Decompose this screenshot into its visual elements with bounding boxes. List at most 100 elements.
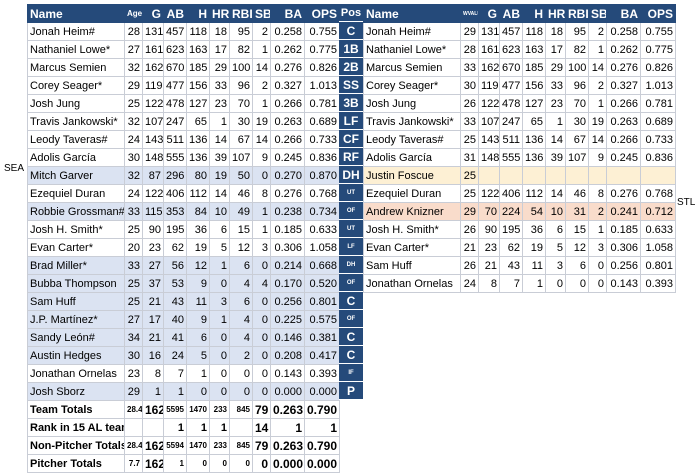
pos-cell: IF [339, 364, 363, 382]
cell-hr: 10 [209, 202, 230, 221]
cell-rbi: 30 [565, 112, 589, 131]
cell-sb: 19 [252, 112, 271, 131]
cell-g: 1 [142, 382, 164, 401]
cell-ba: 0.262 [606, 40, 641, 59]
cell-ba: 0.208 [270, 346, 305, 365]
cell-h: 185 [522, 58, 546, 77]
cell-sb: 0 [252, 328, 271, 347]
cell-age: 33 [124, 202, 143, 221]
cell-name: Josh Jung [363, 94, 461, 113]
cell-g: 27 [142, 256, 164, 275]
cell-h: 80 [186, 166, 210, 185]
cell-h: 136 [522, 130, 546, 149]
cell-age: 26 [460, 256, 479, 275]
cell-g: 162 [142, 436, 164, 455]
cell-ops: 0.733 [640, 130, 676, 149]
sea-label: SEA [4, 163, 25, 174]
totals-row: Team Totals 28.4 162 5595 1470 233 845 79 0.263 0… [27, 400, 340, 419]
cell-ops: 0.801 [640, 256, 676, 275]
cell-rbi: 82 [565, 40, 589, 59]
cell-age: 25 [460, 184, 479, 203]
cell-ba: 0.266 [606, 130, 641, 149]
cell-age: 7.7 [124, 454, 143, 473]
cell-sb: 9 [588, 148, 607, 167]
cell-sb: 3 [588, 238, 607, 257]
cell-ops: 0.775 [304, 40, 340, 59]
cell-hr [545, 166, 566, 185]
cell-rbi: 67 [229, 130, 253, 149]
cell-age: 21 [460, 238, 479, 257]
cell-age: 26 [460, 220, 479, 239]
col-h-header: H [186, 4, 210, 23]
cell-ops: 0.633 [640, 220, 676, 239]
cell-ab: 56 [163, 256, 187, 275]
cell-hr: 1 [209, 310, 230, 329]
cell-g: 161 [478, 40, 500, 59]
col-hr-header: HR [209, 4, 230, 23]
table-row: Andrew Knizner 29 70 224 54 10 31 2 0.241 0.712 [363, 202, 676, 221]
cell-ba: 0.170 [270, 274, 305, 293]
cell-name: Marcus Semien [27, 58, 125, 77]
cell-ops: 0.826 [304, 58, 340, 77]
cell-rbi [229, 418, 253, 437]
cell-g: 122 [142, 94, 164, 113]
cell-ba: 0.000 [270, 454, 305, 473]
cell-name: Pitcher Totals [27, 454, 125, 473]
position-column: Pos C 1B 2B SS 3B LF CF RF DH UT OF UT LF DH OF C OF C C IF P [339, 4, 363, 400]
table-row: Evan Carter* 20 23 62 19 5 12 3 0.306 1.058 [27, 238, 340, 257]
cell-ab: 670 [163, 58, 187, 77]
cell-hr: 0 [209, 328, 230, 347]
cell-ops: 0.755 [640, 22, 676, 41]
cell-ops: 0.826 [640, 58, 676, 77]
cell-name: Nathaniel Lowe* [363, 40, 461, 59]
cell-age: 28 [460, 40, 479, 59]
cell-ops: 0.000 [304, 454, 340, 473]
cell-hr: 233 [209, 400, 230, 419]
cell-hr: 6 [545, 220, 566, 239]
cell-rbi: 12 [229, 238, 253, 257]
stl-label: STL [677, 197, 696, 208]
col-sb-header: SB [252, 4, 271, 23]
cell-hr: 0 [209, 274, 230, 293]
cell-ba: 0.263 [270, 436, 305, 455]
pos-cell: OF [339, 274, 363, 292]
cell-h: 19 [522, 238, 546, 257]
cell-ba: 0.306 [270, 238, 305, 257]
cell-sb: 0 [252, 364, 271, 383]
cell-hr: 29 [209, 58, 230, 77]
table-row: J.P. Martínez* 27 17 40 9 1 4 0 0.225 0.575 [27, 310, 340, 329]
pos-cell: OF [339, 202, 363, 220]
cell-hr: 3 [209, 292, 230, 311]
cell-sb: 8 [252, 184, 271, 203]
col-g-header: G [478, 4, 500, 23]
cell-ba: 0.263 [606, 112, 641, 131]
cell-name: Robbie Grossman# [27, 202, 125, 221]
cell-hr: 10 [545, 202, 566, 221]
cell-rbi: 46 [565, 184, 589, 203]
pos-cell: C [339, 22, 363, 40]
cell-ab: 247 [499, 112, 523, 131]
cell-ab [499, 166, 523, 185]
cell-sb: 0 [252, 256, 271, 275]
cell-g [478, 166, 500, 185]
cell-age: 25 [124, 274, 143, 293]
cell-h: 112 [186, 184, 210, 203]
cell-name: Sam Huff [27, 292, 125, 311]
pos-cell: DH [339, 166, 363, 184]
cell-hr: 0 [209, 454, 230, 473]
table-row: Travis Jankowski* 33 107 247 65 1 30 19 0.263 0.6… [363, 112, 676, 131]
cell-ops: 0.393 [304, 364, 340, 383]
cell-ops: 0.633 [304, 220, 340, 239]
cell-ops: 1.013 [640, 76, 676, 95]
cell-name: Corey Seager* [27, 76, 125, 95]
cell-sb: 79 [252, 400, 271, 419]
cell-name: Travis Jankowski* [363, 112, 461, 131]
cell-hr: 233 [209, 436, 230, 455]
cell-name: Josh H. Smith* [363, 220, 461, 239]
cell-h: 84 [186, 202, 210, 221]
totals-row: Non-Pitcher Totals 28.4 162 5594 1470 233 845 7… [27, 436, 340, 455]
cell-sb: 8 [588, 184, 607, 203]
cell-age: 33 [124, 256, 143, 275]
table-row: Josh Jung 26 122 478 127 23 70 1 0.266 0.781 [363, 94, 676, 113]
cell-rbi: 12 [565, 238, 589, 257]
